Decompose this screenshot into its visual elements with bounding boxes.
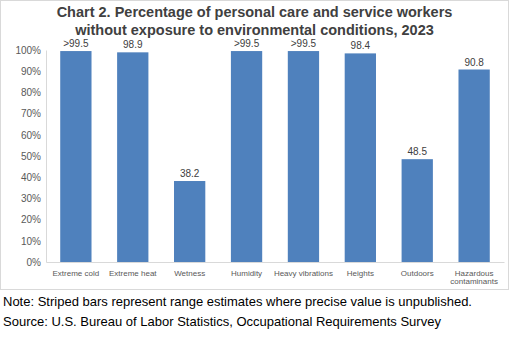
x-tick: Humidity (231, 262, 262, 278)
x-tick: Heights (347, 262, 374, 278)
bar (288, 51, 319, 262)
title: Chart 2. Percentage of personal care and… (57, 4, 453, 20)
chart-border (1, 1, 509, 290)
y-tick-label: 70% (21, 108, 41, 119)
y-tick-label: 10% (21, 236, 41, 247)
y-tick: 30% (21, 193, 46, 204)
x-tick-label: Hazardouscontaminants (450, 269, 498, 287)
data-label: >99.5 (63, 38, 89, 49)
x-tick: Wetness (174, 262, 205, 278)
x-tick: Heavy vibrations (274, 262, 333, 278)
bar (231, 51, 262, 262)
title: without exposure to environmental condit… (74, 22, 434, 38)
bar (402, 159, 433, 262)
x-tick-label: Humidity (231, 269, 262, 278)
x-tick-label: Outdoors (401, 269, 434, 278)
data-label: >99.5 (291, 38, 317, 49)
bar (458, 70, 489, 262)
bar (174, 181, 205, 262)
y-tick-label: 60% (21, 130, 41, 141)
bar (117, 52, 148, 262)
y-axis: 0% 10% 20% 30% 40% 50% 60% 70% 80% 90% 100% (15, 45, 46, 268)
y-tick-label: 0% (27, 257, 42, 268)
y-tick: 40% (21, 172, 46, 183)
x-tick-label: Heavy vibrations (274, 269, 333, 278)
x-axis-line (47, 262, 505, 263)
y-tick: 10% (21, 236, 46, 247)
y-tick: 100% (15, 45, 46, 56)
source: Source: U.S. Bureau of Labor Statistics,… (3, 314, 441, 329)
y-tick: 80% (21, 87, 46, 98)
bar (345, 53, 376, 262)
x-tick: Hazardouscontaminants (450, 262, 498, 286)
data-labels: >99.5 98.9 38.2 >99.5 >99.5 98.4 48.5 90.8 (63, 38, 484, 179)
x-tick-label: Wetness (174, 269, 205, 278)
bar (60, 51, 91, 262)
y-tick: 60% (21, 130, 46, 141)
note: Note: Striped bars represent range estim… (3, 294, 472, 309)
x-tick-label: Extreme heat (109, 269, 157, 278)
x-tick-label: Extreme cold (53, 269, 100, 278)
y-axis-line (46, 51, 47, 263)
data-label: 90.8 (464, 57, 484, 68)
data-label: 98.4 (351, 40, 371, 51)
y-tick-label: 90% (21, 66, 41, 77)
y-tick-label: 100% (15, 45, 41, 56)
x-tick: Extreme cold (53, 262, 100, 278)
y-tick: 90% (21, 66, 46, 77)
data-label: 38.2 (180, 168, 200, 179)
y-tick-label: 50% (21, 151, 41, 162)
x-tick-label: Heights (347, 269, 374, 278)
y-tick-label: 20% (21, 214, 41, 225)
x-tick: Outdoors (401, 262, 434, 278)
y-tick: 20% (21, 214, 46, 225)
chart: Chart 2. Percentage of personal care and… (0, 0, 509, 345)
x-axis: Extreme cold Extreme heat Wetness Humidity H… (47, 262, 505, 286)
y-tick: 0% (27, 257, 46, 268)
data-label: 98.9 (123, 39, 143, 50)
x-tick-label-line: Hazardous (455, 269, 494, 278)
y-tick: 50% (21, 151, 46, 162)
y-tick-label: 80% (21, 87, 41, 98)
data-label: 48.5 (408, 146, 428, 157)
data-label: >99.5 (234, 38, 260, 49)
y-tick-label: 30% (21, 193, 41, 204)
x-tick: Extreme heat (109, 262, 157, 278)
bars (60, 51, 490, 262)
x-tick-label-line: contaminants (450, 277, 498, 286)
y-tick-label: 40% (21, 172, 41, 183)
y-tick: 70% (21, 108, 46, 119)
